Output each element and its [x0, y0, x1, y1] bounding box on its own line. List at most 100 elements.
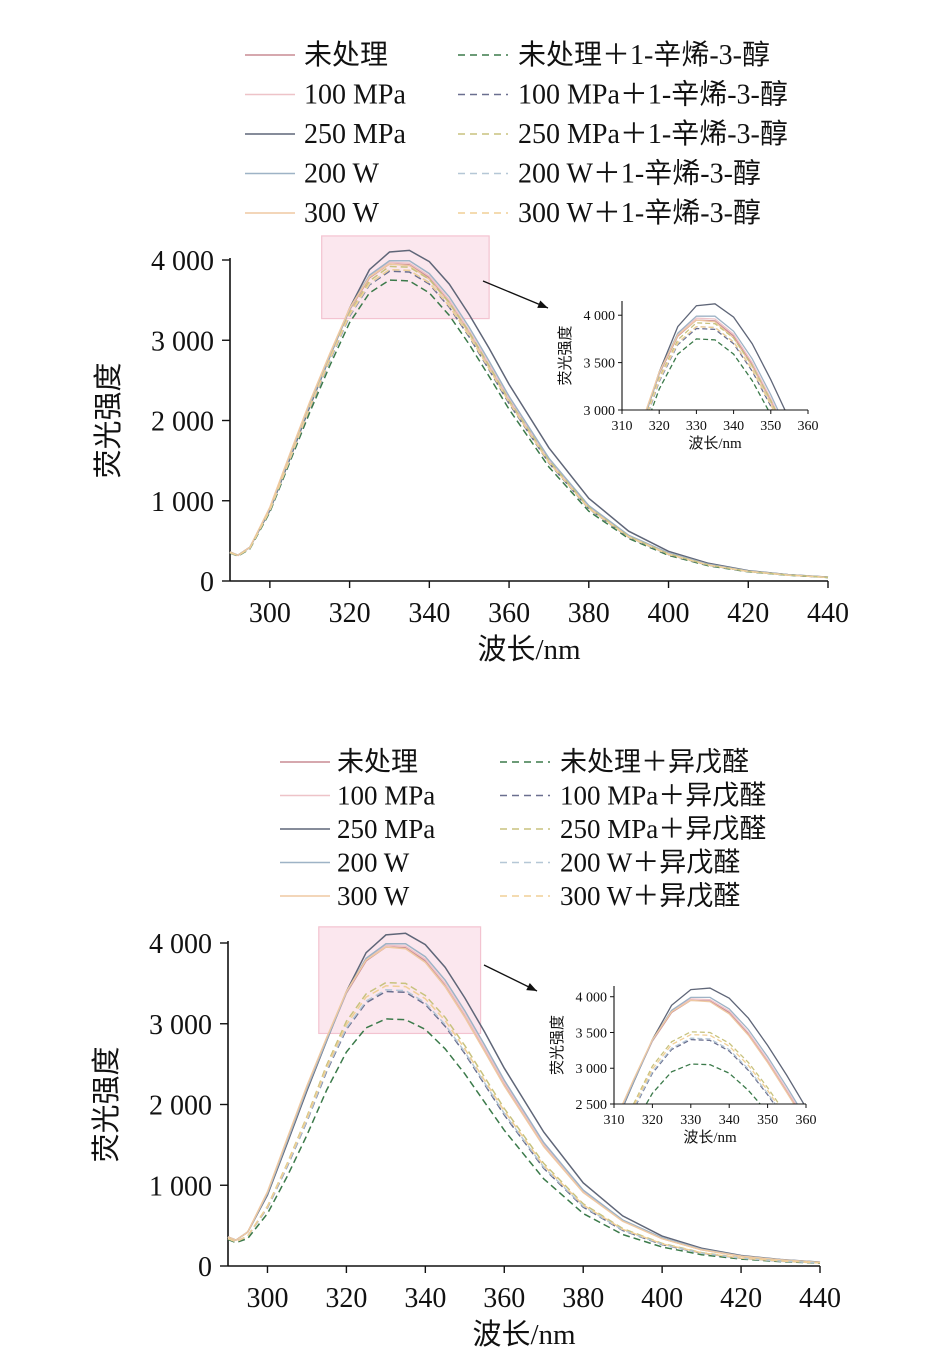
y-tick-label: 4 000 [151, 246, 214, 277]
x-tick-label: 400 [641, 1283, 683, 1314]
legend-label: 100 MPa [337, 781, 435, 811]
inset-series-line-2 [646, 317, 777, 410]
inset-x-tick-label: 310 [612, 419, 633, 434]
x-tick-label: 320 [329, 598, 371, 629]
y-tick-label: 1 000 [151, 487, 214, 518]
inset-series-line-1 [646, 319, 776, 410]
series-line-5 [227, 946, 821, 1264]
legend-label: 100 MPa＋异戊醛 [560, 781, 766, 811]
series-line-10 [227, 985, 821, 1264]
y-tick-label: 4 000 [149, 929, 212, 960]
inset-x-tick-label: 360 [798, 419, 819, 434]
inset-x-tick-label: 340 [719, 1113, 740, 1128]
x-tick-label: 380 [562, 1283, 604, 1314]
inset-series-line-5 [645, 319, 776, 410]
x-tick-label: 420 [720, 1283, 762, 1314]
inset-x-tick-label: 320 [642, 1113, 663, 1128]
legend-label: 300 W＋异戊醛 [560, 881, 740, 911]
y-tick-label: 2 000 [149, 1091, 212, 1122]
x-axis-label: 波长/nm [472, 1318, 576, 1351]
y-axis-label: 荧光强度 [90, 1046, 123, 1162]
inset-series-line-1 [622, 999, 796, 1104]
inset-series-line-10 [633, 1033, 778, 1104]
inset-x-tick-label: 350 [760, 419, 781, 434]
legend-label: 250 MPa＋1-辛烯-3-醇 [518, 118, 788, 150]
legend-label: 200 W [304, 159, 379, 190]
series-line-4 [227, 943, 821, 1264]
inset-lines [621, 987, 805, 1104]
x-tick-label: 300 [246, 1283, 288, 1314]
inset-y-tick-label: 2 500 [576, 1098, 608, 1113]
y-tick-label: 0 [198, 1252, 212, 1283]
legend-label: 200 W＋异戊醛 [560, 848, 740, 878]
inset-x-tick-label: 350 [757, 1113, 778, 1128]
x-tick-label: 420 [727, 598, 769, 629]
legend-label: 未处理 [304, 39, 388, 71]
y-tick-label: 0 [200, 567, 214, 598]
inset-y-tick-label: 4 000 [576, 991, 608, 1006]
legend-label: 200 W＋1-辛烯-3-醇 [518, 158, 761, 190]
zoom-region-box [318, 926, 482, 1035]
x-tick-label: 340 [404, 1283, 446, 1314]
legend-label: 未处理＋1-辛烯-3-醇 [518, 39, 770, 71]
inset-series-line-4 [646, 315, 779, 410]
inset-series-line-9 [635, 1037, 776, 1104]
y-tick-label: 1 000 [149, 1171, 212, 1202]
legend-label: 300 W [337, 881, 410, 911]
series-line-1 [227, 946, 821, 1264]
x-tick-label: 360 [483, 1283, 525, 1314]
series-line-6 [227, 1018, 821, 1264]
x-tick-label: 380 [568, 598, 610, 629]
inset-y-tick-label: 3 500 [576, 1026, 608, 1041]
inset-x-tick-label: 310 [604, 1113, 625, 1128]
inset-y-tick-label: 3 000 [584, 404, 616, 419]
x-tick-label: 320 [325, 1283, 367, 1314]
zoom-region-box [321, 235, 490, 320]
legend-label: 未处理 [337, 747, 418, 777]
x-tick-label: 440 [807, 598, 849, 629]
zoom-arrow-head [526, 983, 537, 991]
series-line-6 [229, 279, 829, 579]
inset-x-tick-label: 340 [723, 419, 744, 434]
inset-y-tick-label: 3 500 [584, 357, 616, 372]
legend-label: 未处理＋异戊醛 [560, 747, 749, 777]
inset-x-tick-label: 320 [649, 419, 670, 434]
inset-series-line-2 [622, 998, 797, 1104]
x-axis-label: 波长/nm [477, 633, 581, 666]
inset-series-line-6 [645, 1063, 762, 1104]
series-line-3 [227, 932, 821, 1263]
inset-x-tick-label: 330 [686, 419, 707, 434]
series-line-10 [229, 268, 829, 579]
x-tick-label: 360 [488, 598, 530, 629]
x-tick-label: 300 [249, 598, 291, 629]
inset-series-line-9 [648, 325, 775, 410]
inset-x-tick-label: 360 [796, 1113, 817, 1128]
inset-x-axis-label: 波长/nm [688, 435, 742, 452]
y-tick-label: 3 000 [149, 1010, 212, 1041]
chart-1: 未处理 100 MPa 250 MPa 200 W 300 W 未处理＋1-辛烯-3-醇 1… [92, 39, 849, 666]
inset-x-axis-label: 波长/nm [683, 1129, 737, 1146]
legend-label: 250 MPa＋异戊醛 [560, 814, 766, 844]
inset-series-line-4 [622, 996, 799, 1104]
x-tick-label: 440 [799, 1283, 841, 1314]
legend-label: 300 W＋1-辛烯-3-醇 [518, 197, 761, 229]
inset-series-line-10 [647, 325, 775, 410]
zoom-arrow-head [537, 300, 548, 308]
x-tick-label: 340 [408, 598, 450, 629]
zoom-arrow [482, 280, 549, 309]
y-tick-label: 3 000 [151, 326, 214, 357]
inset-2: 310 320 330 340 350 360 2 500 3 000 3 500 4 000 波长… [549, 986, 817, 1146]
inset-series-line-6 [650, 338, 769, 410]
inset-lines [645, 303, 786, 410]
inset-y-tick-label: 3 000 [576, 1062, 608, 1077]
legend-label: 300 W [304, 198, 379, 229]
series-line-4 [229, 260, 829, 579]
inset-x-tick-label: 330 [680, 1113, 701, 1128]
legend-label: 200 W [337, 848, 410, 878]
x-tick-label: 400 [648, 598, 690, 629]
y-tick-label: 2 000 [151, 407, 214, 438]
inset-series-line-3 [646, 303, 786, 410]
